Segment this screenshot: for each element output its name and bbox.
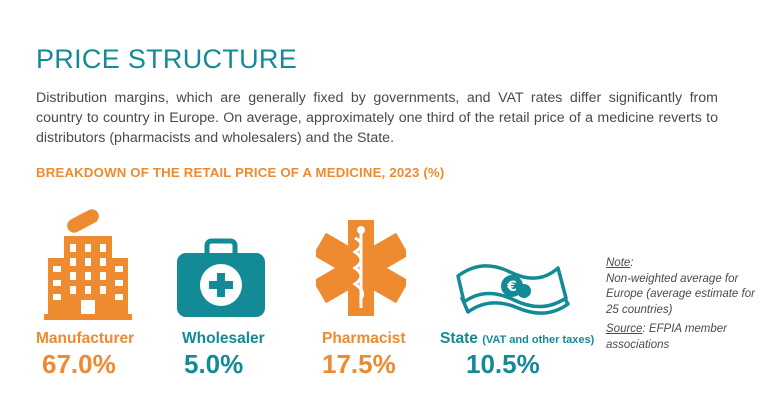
first-aid-kit-icon	[177, 238, 265, 317]
value-label: 67.0%	[42, 349, 116, 379]
page-title: PRICE STRUCTURE	[36, 44, 298, 74]
factory-building-icon	[44, 209, 132, 320]
value-label: 5.0%	[184, 349, 244, 379]
value-label: 10.5%	[466, 349, 540, 379]
note-label: Note	[606, 257, 631, 269]
value-label: 17.5%	[322, 349, 396, 379]
category-note: (VAT and other taxes)	[482, 334, 595, 346]
category-name: State	[440, 330, 478, 347]
svg-text:€: €	[506, 279, 517, 295]
note-text: Non-weighted average for Europe (average…	[606, 272, 755, 316]
category-label: Wholesaler	[182, 330, 265, 347]
category-label: Pharmacist	[322, 330, 406, 347]
banknotes-euro-icon: €	[456, 264, 570, 315]
category-label: State (VAT and other taxes)	[440, 330, 594, 348]
source-text: EFPIA member associations	[606, 323, 728, 351]
intro-paragraph: Distribution margins, which are generall…	[36, 90, 718, 146]
category-label: Manufacturer	[36, 330, 135, 347]
source-label: Source	[606, 323, 643, 335]
star-of-life-icon	[316, 220, 406, 316]
chart-title: BREAKDOWN OF THE RETAIL PRICE OF A MEDIC…	[36, 165, 445, 180]
chart-note: Note: Non-weighted average for Europe (a…	[606, 256, 766, 353]
